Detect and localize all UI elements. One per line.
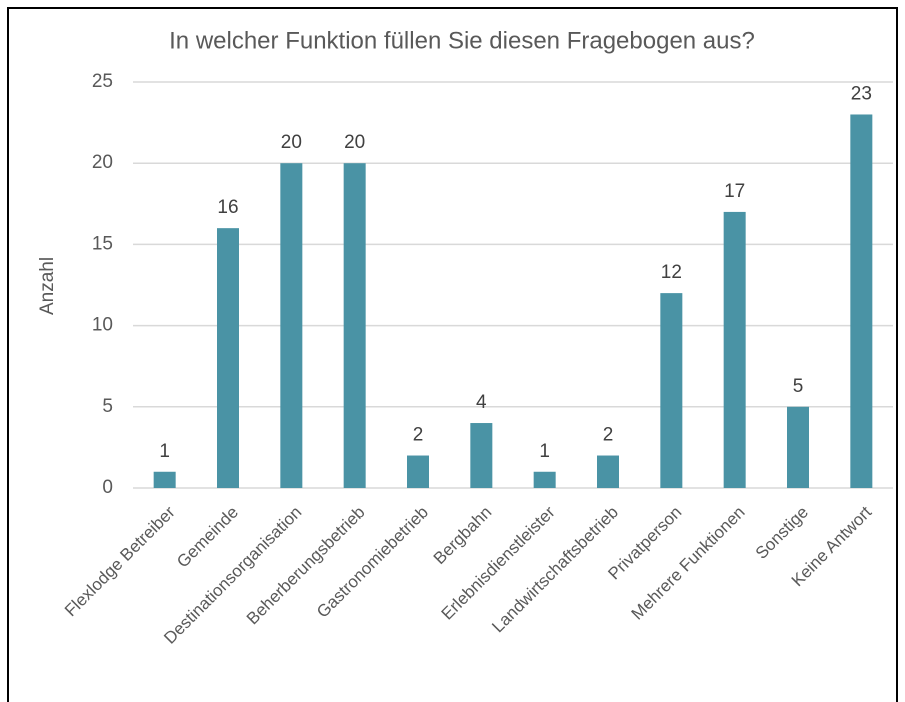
data-label: 20 <box>344 132 365 153</box>
bar <box>153 471 176 488</box>
data-label: 17 <box>724 181 745 202</box>
data-label: 1 <box>539 441 550 462</box>
data-label: 2 <box>413 425 424 446</box>
bar <box>850 114 873 488</box>
y-axis-label: Anzahl <box>37 257 58 315</box>
bar <box>660 293 683 488</box>
x-tick-label: Landwirtschaftsbetrieb <box>488 503 622 637</box>
y-tick-label: 25 <box>92 71 113 92</box>
data-label: 12 <box>661 262 682 283</box>
data-label: 23 <box>851 83 872 104</box>
bar <box>280 163 303 488</box>
x-tick-label: Beherberungsbetrieb <box>243 503 369 629</box>
bar <box>597 455 619 488</box>
x-tick-label: Mehrere Funktionen <box>628 503 749 624</box>
y-tick-label: 5 <box>102 396 113 417</box>
bar <box>470 423 493 488</box>
bar <box>533 471 556 488</box>
data-label: 2 <box>603 425 614 446</box>
data-label: 5 <box>793 376 804 397</box>
bar <box>723 211 746 489</box>
data-label: 20 <box>281 132 302 153</box>
y-tick-label: 15 <box>92 233 113 254</box>
bar <box>217 228 239 488</box>
bar <box>407 455 429 488</box>
frame <box>7 7 898 702</box>
x-tick-label: Bergbahn <box>430 503 496 569</box>
x-tick-label: Gastronomiebetrieb <box>313 503 432 622</box>
bar <box>343 163 366 488</box>
x-tick-label: Erlebnisdienstleister <box>438 502 559 623</box>
y-tick-label: 20 <box>92 152 113 173</box>
data-label: 1 <box>159 441 170 462</box>
y-tick-label: 0 <box>102 477 113 498</box>
x-tick-label: Gemeinde <box>173 503 242 572</box>
data-label: 4 <box>476 392 487 413</box>
y-tick-label: 10 <box>92 315 113 336</box>
x-tick-label: Sonstige <box>752 503 812 563</box>
bar <box>787 406 809 488</box>
chart-title: In welcher Funktion füllen Sie diesen Fr… <box>169 27 755 54</box>
data-label: 16 <box>217 197 238 218</box>
x-tick-label: Flexlodge Betreiber <box>61 502 179 620</box>
